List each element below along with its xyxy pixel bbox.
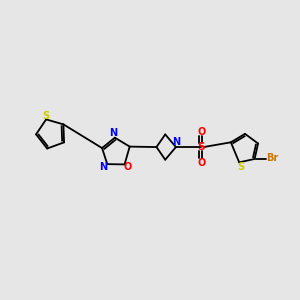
Text: S: S: [237, 162, 244, 172]
Text: N: N: [172, 137, 180, 147]
Text: O: O: [198, 127, 206, 137]
Text: O: O: [198, 158, 206, 168]
Text: S: S: [42, 111, 49, 121]
Text: S: S: [197, 142, 204, 152]
Text: Br: Br: [266, 153, 278, 163]
Text: O: O: [124, 162, 132, 172]
Text: N: N: [109, 128, 117, 138]
Text: N: N: [99, 162, 107, 172]
